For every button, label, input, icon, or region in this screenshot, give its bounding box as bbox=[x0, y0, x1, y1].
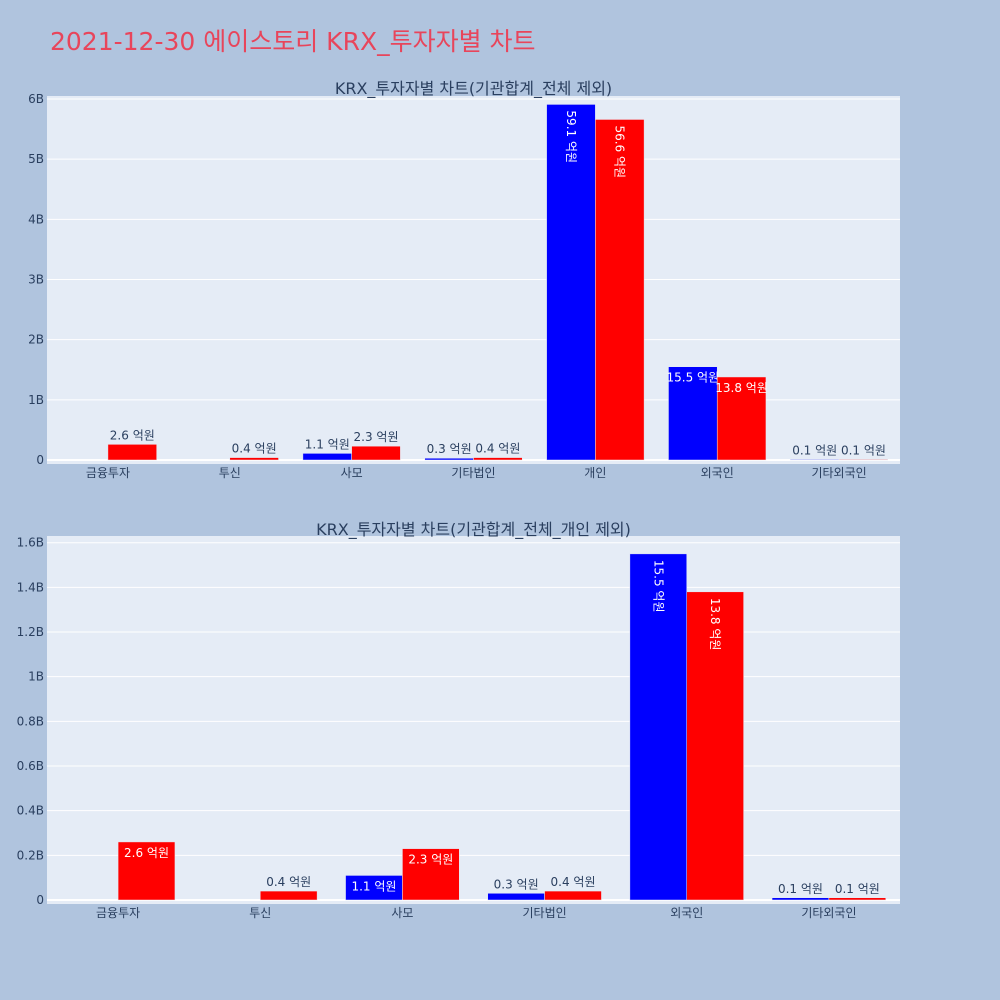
bar-value-label: 0.3 억원 bbox=[494, 877, 539, 891]
plot-area bbox=[47, 536, 900, 904]
bar-value-label: 0.1 억원 bbox=[841, 443, 886, 457]
x-tick-label: 투신 bbox=[219, 466, 241, 480]
y-tick-label: 6B bbox=[28, 92, 44, 106]
bar bbox=[828, 897, 887, 901]
x-tick-label: 외국인 bbox=[670, 906, 703, 920]
bar-value-label: 2.6 억원 bbox=[124, 846, 169, 860]
x-tick-label: 투신 bbox=[249, 906, 271, 920]
y-tick-label: 0.2B bbox=[17, 848, 44, 862]
x-tick-label: 사모 bbox=[391, 906, 413, 920]
x-tick-label: 기타법인 bbox=[522, 906, 566, 920]
chart-1: 0 1B 2B 3B 4B 5B 6B KRX_투자자별 차트(기관합계_전체 제외) 금융투자… bbox=[28, 79, 900, 480]
bar bbox=[402, 848, 460, 901]
x-tick-label: 사모 bbox=[341, 466, 363, 480]
bar bbox=[595, 119, 645, 461]
y-tick-label: 0.4B bbox=[17, 804, 44, 818]
x-tick-label: 기타외국인 bbox=[801, 906, 856, 920]
x-tick-label: 외국인 bbox=[701, 466, 734, 480]
y-tick-label: 1.4B bbox=[17, 580, 44, 594]
bar-value-label: 0.4 억원 bbox=[475, 442, 520, 456]
bar-value-label: 59.1 억원 bbox=[564, 110, 578, 163]
bar-value-label: 0.4 억원 bbox=[266, 875, 311, 889]
bar-value-label: 13.8 억원 bbox=[708, 598, 722, 651]
y-tick-label: 1.2B bbox=[17, 625, 44, 639]
bar-value-label: 0.1 억원 bbox=[778, 882, 823, 896]
bar bbox=[351, 445, 401, 461]
chart-2: 0 0.2B 0.4B 0.6B 0.8B 1B 1.2B 1.4B 1.6B KRX_투자자별 … bbox=[17, 520, 900, 920]
bar-value-label: 1.1 억원 bbox=[305, 437, 350, 451]
bar bbox=[424, 457, 474, 461]
x-tick-label: 기타외국인 bbox=[811, 466, 866, 480]
y-tick-label: 0.6B bbox=[17, 759, 44, 773]
y-tick-label: 0 bbox=[36, 453, 44, 467]
bar-value-label: 2.3 억원 bbox=[354, 430, 399, 444]
bar-value-label: 0.1 억원 bbox=[792, 443, 837, 457]
bar bbox=[487, 893, 545, 901]
y-tick-label: 1B bbox=[28, 393, 44, 407]
bar bbox=[771, 897, 830, 901]
y-tick-label: 4B bbox=[28, 212, 44, 226]
bar bbox=[345, 875, 403, 901]
bar bbox=[302, 453, 352, 461]
bar-value-label: 2.6 억원 bbox=[110, 428, 155, 442]
bar bbox=[473, 457, 523, 461]
y-tick-label: 2B bbox=[28, 333, 44, 347]
bar-value-label: 0.4 억원 bbox=[551, 875, 596, 889]
bar bbox=[716, 376, 767, 461]
y-tick-label: 5B bbox=[28, 152, 44, 166]
bar-value-label: 0.4 억원 bbox=[232, 442, 277, 456]
bar bbox=[107, 444, 157, 461]
bar-value-label: 2.3 억원 bbox=[408, 853, 453, 867]
y-tick-label: 1.6B bbox=[17, 536, 44, 550]
bar bbox=[546, 104, 596, 461]
page-title: 2021-12-30 에이스토리 KRX_투자자별 차트 bbox=[50, 27, 536, 56]
bar bbox=[229, 457, 279, 461]
bar bbox=[629, 553, 688, 901]
x-tick-label: 금융투자 bbox=[96, 906, 140, 920]
bar-value-label: 0.3 억원 bbox=[427, 442, 472, 456]
x-tick-label: 개인 bbox=[584, 466, 606, 480]
y-tick-label: 3B bbox=[28, 273, 44, 287]
chart-title: KRX_투자자별 차트(기관합계_전체_개인 제외) bbox=[316, 520, 631, 540]
bar bbox=[838, 459, 889, 461]
bar-value-label: 0.1 억원 bbox=[835, 882, 880, 896]
x-tick-label: 기타법인 bbox=[451, 466, 495, 480]
bar bbox=[686, 591, 744, 901]
bar bbox=[260, 890, 318, 901]
x-tick-label: 금융투자 bbox=[86, 466, 130, 480]
bar-value-label: 15.5 억원 bbox=[667, 371, 720, 385]
bar-value-label: 56.6 억원 bbox=[613, 125, 627, 178]
y-tick-label: 1B bbox=[28, 670, 44, 684]
y-tick-label: 0 bbox=[36, 893, 44, 907]
bar bbox=[544, 890, 602, 901]
chart-title: KRX_투자자별 차트(기관합계_전체 제외) bbox=[335, 79, 612, 99]
y-tick-label: 0.8B bbox=[17, 714, 44, 728]
bar bbox=[117, 841, 176, 901]
bar-value-label: 1.1 억원 bbox=[351, 879, 396, 893]
bar bbox=[668, 366, 718, 461]
bar-value-label: 15.5 억원 bbox=[651, 560, 665, 613]
bar bbox=[790, 459, 840, 461]
bar-value-label: 13.8 억원 bbox=[715, 381, 768, 395]
